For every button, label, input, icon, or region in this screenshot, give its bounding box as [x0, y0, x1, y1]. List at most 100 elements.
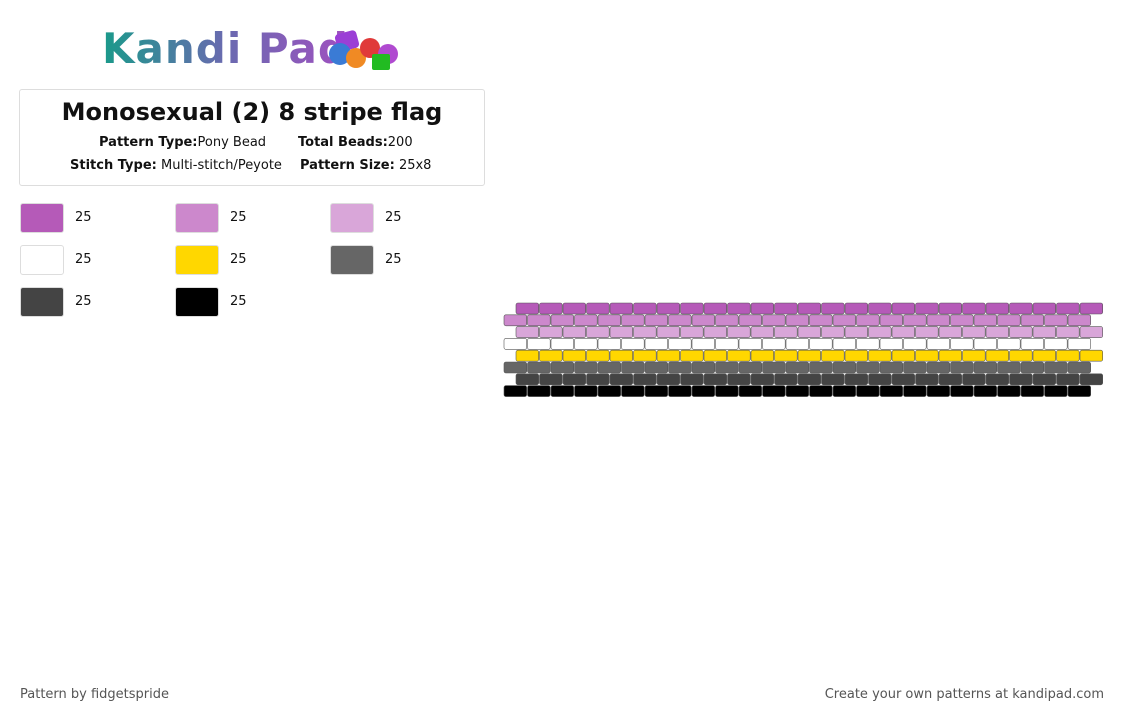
color-count: 25 [230, 210, 247, 225]
color-swatch [175, 287, 219, 317]
bead [903, 338, 927, 350]
bead [1009, 326, 1033, 338]
bead [997, 361, 1021, 374]
bead [668, 338, 692, 350]
bead [938, 349, 963, 362]
bead [985, 373, 1010, 386]
bead [774, 349, 798, 362]
bead [762, 385, 786, 397]
bead [821, 349, 845, 362]
bead [973, 314, 998, 327]
bead [539, 349, 563, 362]
bead [868, 326, 892, 338]
color-swatch [20, 203, 64, 233]
bead [1079, 326, 1104, 338]
bead [1056, 326, 1080, 338]
bead [562, 373, 587, 386]
bead [644, 338, 669, 350]
bead [680, 302, 704, 315]
bead [856, 314, 880, 327]
bead [1079, 373, 1104, 386]
bead [597, 338, 622, 350]
bead [738, 361, 763, 374]
bead [1044, 361, 1068, 374]
bead [656, 302, 681, 315]
detail-label: Total Beads: [298, 135, 388, 150]
color-count: 25 [75, 294, 92, 309]
title: Monosexual (2) 8 stripe flag [61, 98, 443, 126]
bead [609, 373, 634, 386]
bead [1020, 361, 1045, 374]
detail-label: Pattern Size: [300, 158, 395, 173]
bead [1032, 349, 1057, 362]
bead [797, 349, 822, 362]
bead [644, 385, 669, 397]
bead [503, 361, 528, 374]
bead [656, 373, 681, 386]
bead [562, 302, 587, 315]
detail: Pattern Size: 25x8 [300, 158, 431, 173]
bead [691, 314, 716, 327]
bead [797, 326, 822, 338]
bead [832, 361, 857, 374]
bead [550, 314, 575, 327]
bead [727, 373, 751, 386]
bead [785, 385, 810, 397]
bead [609, 349, 634, 362]
bead [550, 361, 575, 374]
bead [809, 385, 833, 397]
bead [586, 326, 610, 338]
bead [703, 373, 728, 386]
bead [809, 338, 833, 350]
color-count: 25 [75, 252, 92, 267]
bead [879, 361, 904, 374]
bead [962, 326, 986, 338]
bead [680, 349, 704, 362]
bead [621, 314, 645, 327]
detail-value: 200 [387, 135, 413, 150]
footer-credit: Pattern by fidgetspride [20, 687, 169, 702]
bead [656, 326, 681, 338]
bead [785, 361, 810, 374]
bead [879, 314, 904, 327]
bead [973, 338, 998, 350]
bead [1067, 338, 1092, 350]
color-swatch [330, 245, 374, 275]
bead [574, 314, 598, 327]
bead [985, 349, 1010, 362]
bead [891, 373, 916, 386]
bead [1020, 338, 1045, 350]
logo-icon [329, 30, 398, 70]
bead [891, 302, 916, 315]
bead [574, 338, 598, 350]
bead [609, 302, 634, 315]
bead [727, 349, 751, 362]
color-count: 25 [385, 252, 402, 267]
bead [597, 385, 622, 397]
bead [527, 314, 551, 327]
bead [527, 361, 551, 374]
bead [503, 314, 528, 327]
bead [515, 326, 540, 338]
bead [1056, 349, 1080, 362]
bead [785, 314, 810, 327]
bead [915, 373, 939, 386]
bead [903, 385, 927, 397]
bead [703, 349, 728, 362]
bead [750, 326, 775, 338]
bead [938, 302, 963, 315]
bead [738, 314, 763, 327]
bead [962, 302, 986, 315]
bead [586, 349, 610, 362]
bead [821, 326, 845, 338]
bead [691, 385, 716, 397]
bead [539, 302, 563, 315]
bead [844, 373, 869, 386]
bead [656, 349, 681, 362]
bead [962, 373, 986, 386]
bead [1032, 326, 1057, 338]
logo-text[interactable]: Kandi Pad [102, 24, 349, 73]
footer-link[interactable]: Create your own patterns at kandipad.com [824, 687, 1104, 702]
